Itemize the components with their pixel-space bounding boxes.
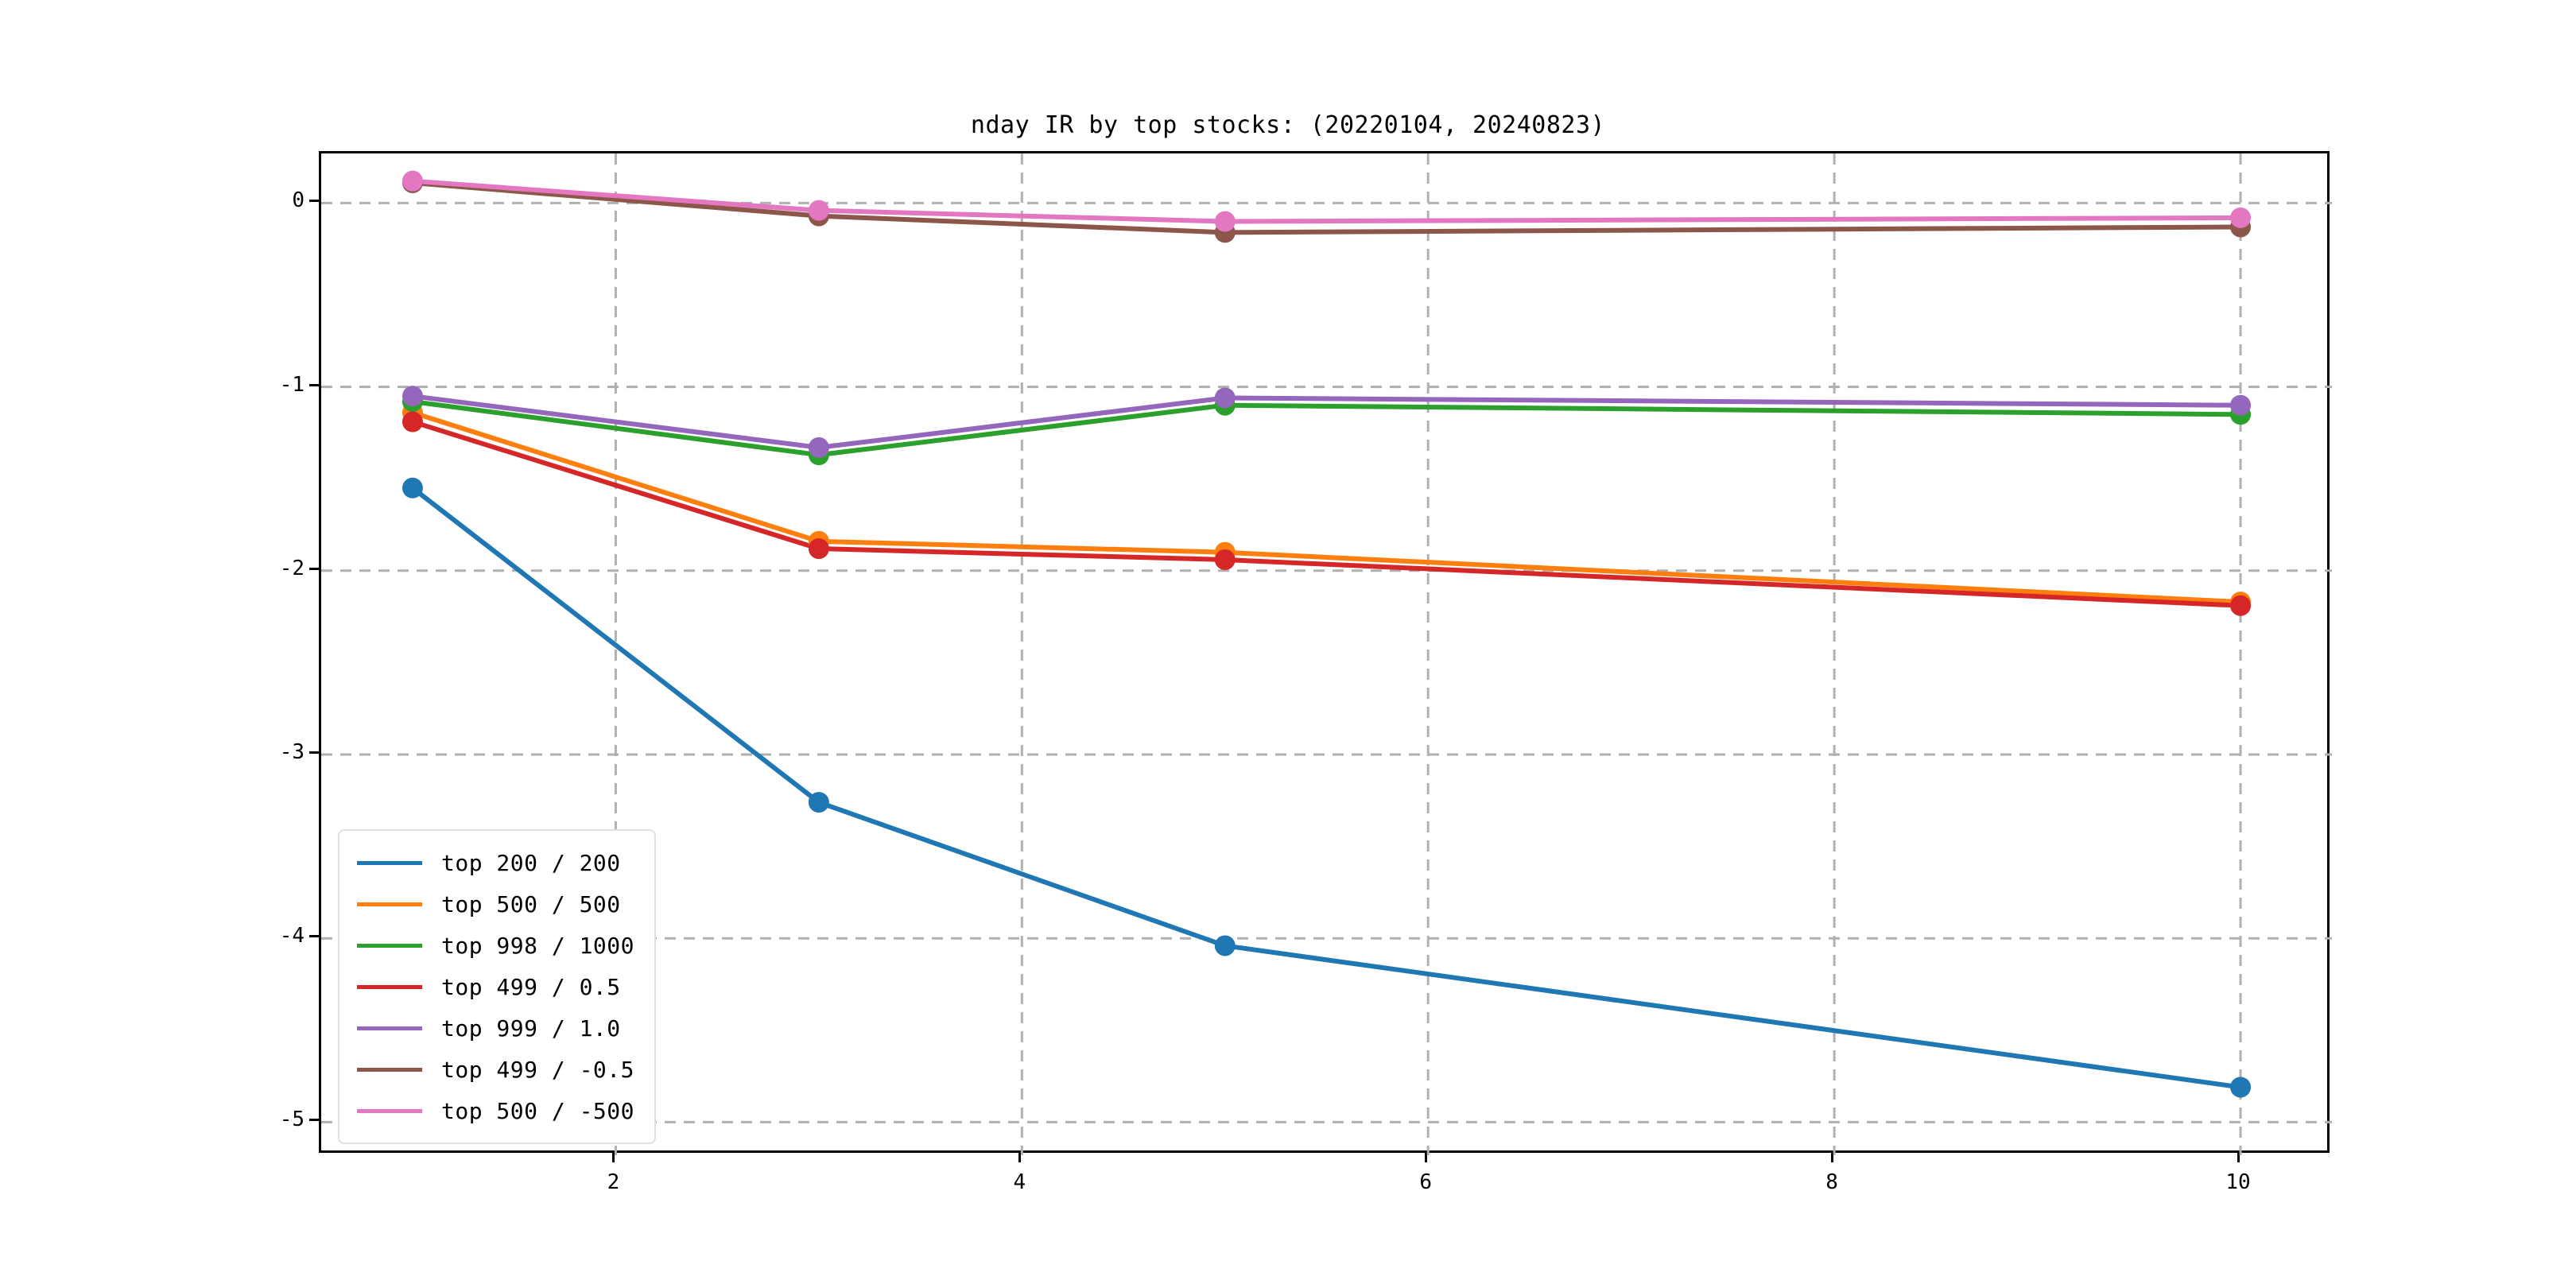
legend-color-swatch	[357, 1108, 422, 1113]
legend-color-swatch	[357, 984, 422, 989]
plot-svg	[321, 153, 2332, 1155]
y-axis-tick-mark	[309, 567, 319, 570]
y-axis-tick-mark	[309, 935, 319, 938]
x-axis-tick-mark	[1425, 1153, 1428, 1162]
chart-legend[interactable]: top 200 / 200 top 500 / 500 top 998 / 1000…	[338, 829, 656, 1144]
legend-color-swatch	[357, 1067, 422, 1072]
chart-title: nday IR by top stocks: (20220104, 202408…	[970, 111, 1606, 139]
y-axis-tick-mark	[309, 200, 319, 203]
legend-color-swatch	[357, 1026, 422, 1030]
x-axis-tick-label: 6	[1419, 1170, 1433, 1194]
x-axis-tick-mark	[612, 1153, 615, 1162]
legend-color-swatch	[357, 943, 422, 948]
legend-item[interactable]: top 500 / -500	[339, 1090, 654, 1131]
legend-item-label: top 500 / 500	[441, 890, 621, 918]
y-axis-tick-label: -3	[279, 740, 305, 764]
y-axis-tick-label: -1	[279, 372, 305, 397]
y-axis-tick-label: -4	[279, 924, 305, 949]
legend-item-label: top 499 / 0.5	[441, 973, 621, 1000]
x-axis-tick-label: 8	[1825, 1170, 1838, 1194]
x-axis-tick-mark	[2237, 1153, 2240, 1162]
legend-item[interactable]: top 998 / 1000	[339, 925, 654, 966]
legend-item-label: top 998 / 1000	[441, 932, 635, 959]
x-axis-tick-mark	[1831, 1153, 1834, 1162]
legend-item[interactable]: top 500 / 500	[339, 883, 654, 925]
x-axis-tick-label: 4	[1013, 1170, 1026, 1194]
legend-item-label: top 499 / -0.5	[441, 1056, 635, 1083]
series-lines	[409, 178, 2244, 1090]
x-axis-tick-mark	[1018, 1153, 1022, 1162]
y-axis-tick-mark	[309, 751, 319, 754]
x-axis-tick-label: 10	[2225, 1170, 2251, 1194]
legend-item-label: top 500 / -500	[441, 1097, 635, 1124]
legend-item[interactable]: top 999 / 1.0	[339, 1007, 654, 1049]
legend-item[interactable]: top 200 / 200	[339, 842, 654, 883]
y-axis-tick-label: -5	[279, 1108, 305, 1132]
y-axis-tick-mark	[309, 383, 319, 386]
y-axis-tick-label: -2	[279, 556, 305, 580]
y-axis-tick-label: 0	[292, 188, 305, 213]
legend-color-swatch	[357, 860, 422, 865]
x-axis-tick-label: 2	[607, 1170, 620, 1194]
legend-color-swatch	[357, 902, 422, 906]
legend-item-label: top 200 / 200	[441, 849, 621, 876]
series-markers	[402, 170, 2252, 1098]
legend-item[interactable]: top 499 / 0.5	[339, 966, 654, 1007]
legend-item[interactable]: top 499 / -0.5	[339, 1049, 654, 1090]
legend-item-label: top 999 / 1.0	[441, 1014, 621, 1042]
y-axis-tick-mark	[309, 1119, 319, 1122]
